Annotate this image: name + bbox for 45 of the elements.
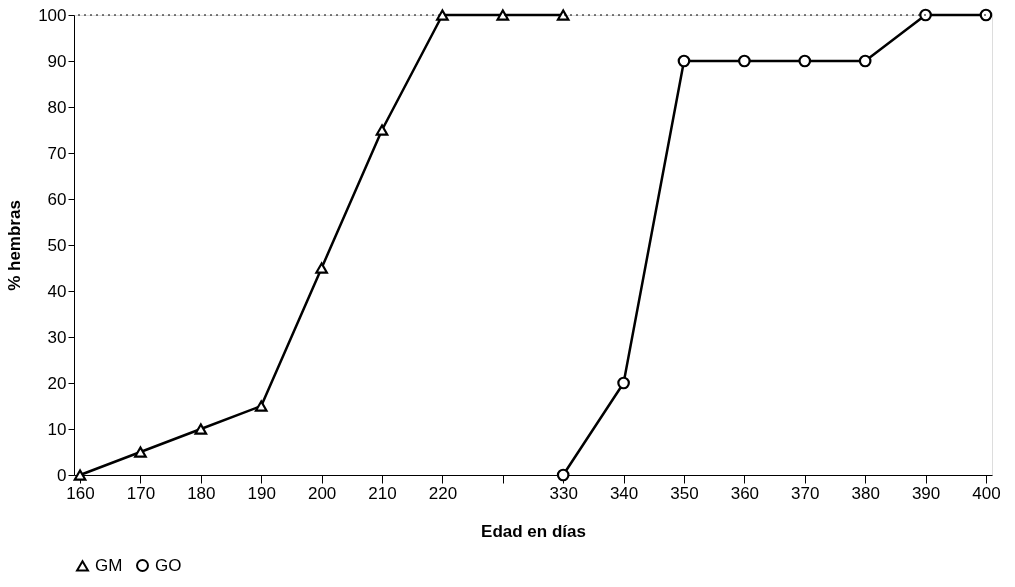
legend-label: GM xyxy=(95,555,123,575)
y-tick-label: 60 xyxy=(47,189,67,209)
x-tick-label: 180 xyxy=(187,483,216,503)
point xyxy=(134,446,147,458)
point xyxy=(617,376,630,390)
point xyxy=(194,423,208,435)
x-tick-label: 210 xyxy=(368,483,397,503)
point xyxy=(375,124,389,136)
y-tick-label: 10 xyxy=(47,419,67,439)
y-tick-label: 100 xyxy=(38,5,67,25)
x-tick-label: 390 xyxy=(911,483,941,503)
point xyxy=(556,468,570,482)
y-tick-label: 40 xyxy=(47,281,67,301)
x-tick-label: 170 xyxy=(126,483,156,503)
y-tick-label: 80 xyxy=(47,97,67,117)
x-tick-label: 220 xyxy=(428,483,458,503)
x-tick-label: 160 xyxy=(66,483,95,503)
point xyxy=(677,54,691,68)
point xyxy=(798,54,812,68)
x-tick-label: 200 xyxy=(307,483,337,503)
y-tick-label: 30 xyxy=(47,327,67,347)
point xyxy=(496,9,510,21)
point xyxy=(858,54,872,68)
y-axis-title: % hembras xyxy=(5,200,25,291)
x-tick-label: 190 xyxy=(247,483,276,503)
point xyxy=(919,8,932,22)
x-tick-label: 330 xyxy=(549,483,578,503)
y-tick-label: 20 xyxy=(47,373,67,393)
x-tick-label: 340 xyxy=(609,483,639,503)
x-tick-label: 350 xyxy=(670,483,699,503)
point xyxy=(436,9,449,21)
x-axis-title: Edad en días xyxy=(481,521,586,541)
x-tick-label: 360 xyxy=(730,483,760,503)
point xyxy=(556,9,570,21)
x-tick-label: 370 xyxy=(791,483,820,503)
x-tick-label: 400 xyxy=(972,483,1001,503)
point xyxy=(315,262,328,274)
point xyxy=(254,400,268,412)
y-tick-label: 0 xyxy=(57,465,67,485)
y-tick-label: 50 xyxy=(47,235,67,255)
y-tick-label: 90 xyxy=(47,51,67,71)
point xyxy=(738,54,751,68)
legend-label: GO xyxy=(155,555,182,575)
x-tick-label: 380 xyxy=(851,483,880,503)
y-tick-label: 70 xyxy=(47,143,67,163)
